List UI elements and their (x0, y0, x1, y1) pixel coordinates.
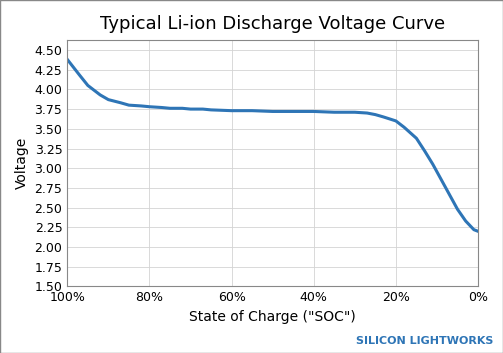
Title: Typical Li-ion Discharge Voltage Curve: Typical Li-ion Discharge Voltage Curve (100, 15, 445, 33)
X-axis label: State of Charge ("SOC"): State of Charge ("SOC") (189, 310, 356, 324)
Text: SILICON LIGHTWORKS: SILICON LIGHTWORKS (356, 336, 493, 346)
Y-axis label: Voltage: Voltage (15, 137, 29, 190)
